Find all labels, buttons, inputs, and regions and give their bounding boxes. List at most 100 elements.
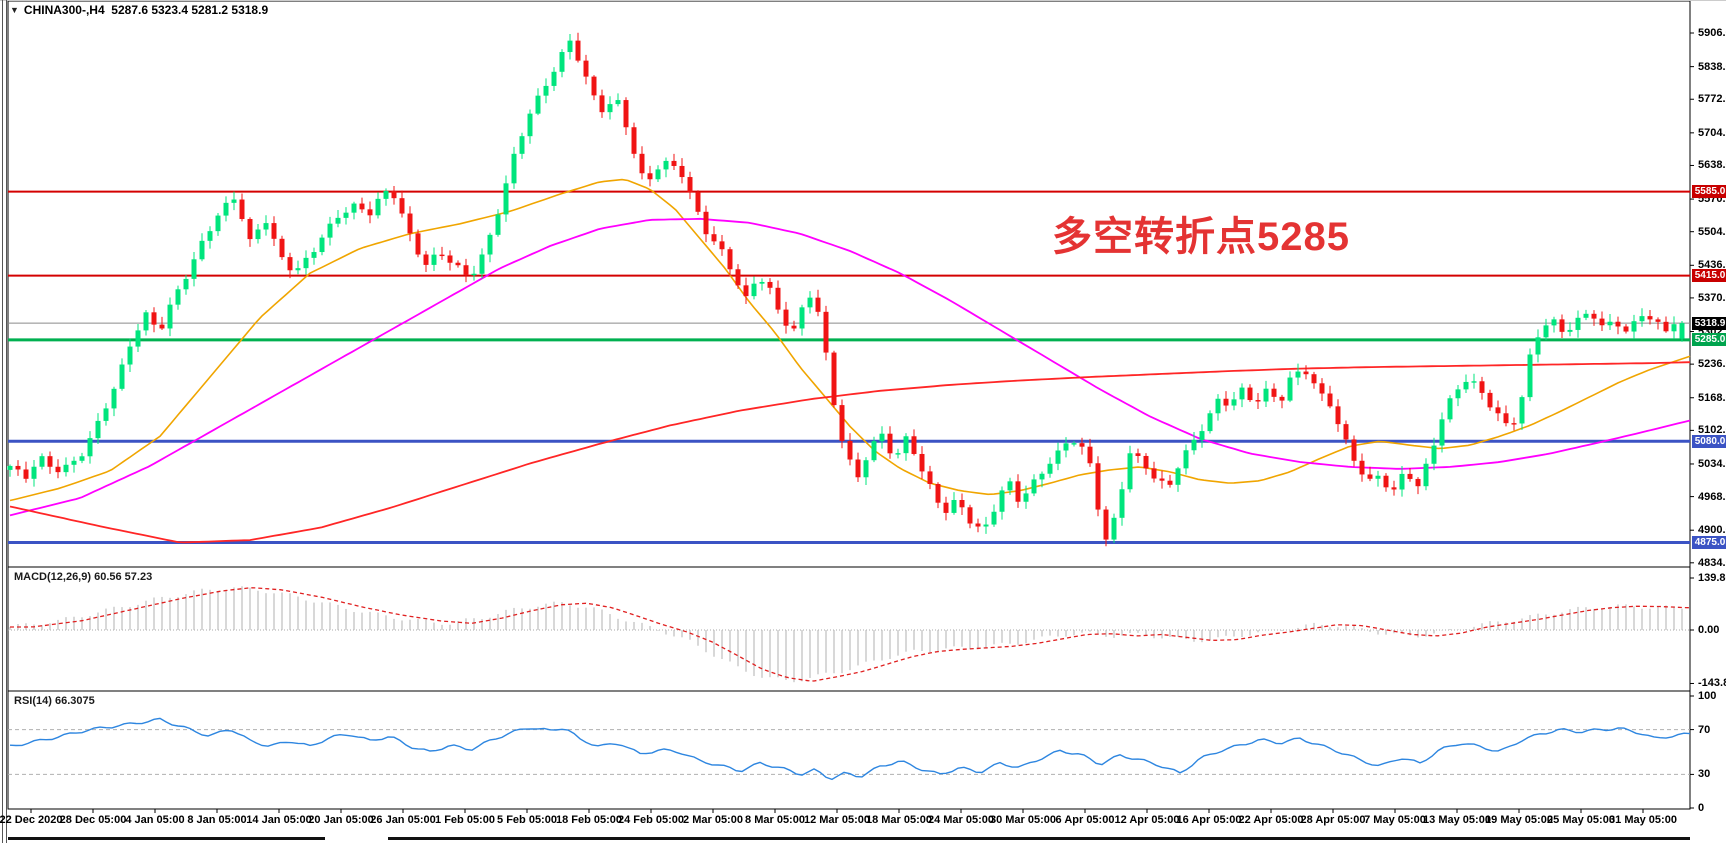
candle-body xyxy=(1111,517,1117,540)
symbol-dropdown-icon[interactable]: ▼ xyxy=(10,5,19,15)
symbol-period-label: CHINA300-,H4 xyxy=(23,3,105,17)
candle-body xyxy=(1015,481,1021,502)
candle-body xyxy=(231,199,237,203)
candle-body xyxy=(79,456,85,461)
candle-body xyxy=(295,268,301,271)
candle-body xyxy=(519,136,525,154)
main-chart-area[interactable] xyxy=(8,0,1690,567)
candle-body xyxy=(1455,389,1461,399)
price-axis-area[interactable] xyxy=(1690,0,1726,809)
candle-body xyxy=(919,453,925,472)
candle-body xyxy=(151,312,157,325)
candle-body xyxy=(183,278,189,290)
candle-body xyxy=(303,257,309,269)
candle-body xyxy=(1383,475,1389,488)
candle-body xyxy=(975,523,981,527)
price-tick-label: 5236.0 xyxy=(1698,358,1726,370)
time-label: 25 May 05:00 xyxy=(1547,814,1615,826)
rsi-value: 66.3075 xyxy=(54,695,95,707)
candle-body xyxy=(143,312,149,331)
price-badge-5080.0: 5080.0 xyxy=(1692,435,1726,448)
candle-body xyxy=(895,453,901,455)
candle-body xyxy=(783,309,789,326)
candle-body xyxy=(23,469,29,479)
candle-body xyxy=(583,60,589,77)
candle-body xyxy=(759,281,765,284)
macd-panel-area[interactable] xyxy=(8,567,1690,691)
candle-body xyxy=(1127,453,1133,490)
time-label: 31 May 05:00 xyxy=(1609,814,1677,826)
candle-body xyxy=(1007,481,1013,491)
candle-body xyxy=(887,433,893,454)
window-left-edge-line xyxy=(2,0,3,843)
candle-body xyxy=(967,507,973,524)
candle-body xyxy=(1679,323,1685,339)
candle-body xyxy=(423,254,429,265)
price-tick-label: 5168.0 xyxy=(1698,392,1726,404)
candle-body xyxy=(511,153,517,184)
candle-body xyxy=(871,441,877,461)
macd-tick-label: -143.82 xyxy=(1698,677,1726,689)
candle-body xyxy=(1143,455,1149,469)
candle-body xyxy=(127,346,133,365)
candle-body xyxy=(1167,480,1173,485)
macd-signal-line xyxy=(10,587,1691,682)
candle-body xyxy=(1279,396,1285,401)
candle-body xyxy=(1551,319,1557,326)
candle-body xyxy=(1431,445,1437,464)
candle-body xyxy=(991,511,997,525)
candle-body xyxy=(1063,443,1069,451)
time-label: 30 Mar 05:00 xyxy=(989,814,1057,826)
candle-body xyxy=(367,209,373,216)
candle-body xyxy=(167,304,173,329)
candle-body xyxy=(1255,400,1261,402)
candle-body xyxy=(1407,473,1413,479)
candle-body xyxy=(663,160,669,170)
candle-body xyxy=(1671,324,1677,332)
time-label: 2 Mar 05:00 xyxy=(683,814,743,826)
price-tick-label: 5034.0 xyxy=(1698,458,1726,470)
candle-body xyxy=(1375,475,1381,479)
candle-body xyxy=(879,433,885,442)
candle-body xyxy=(631,127,637,154)
rsi-tick-label: 70 xyxy=(1698,724,1711,736)
candle-body xyxy=(1471,381,1477,383)
time-label: 18 Mar 05:00 xyxy=(865,814,933,826)
candle-body xyxy=(575,40,581,61)
candle-body xyxy=(831,352,837,406)
candle-body xyxy=(1215,398,1221,414)
candle-body xyxy=(1631,321,1637,332)
candle-body xyxy=(263,223,269,230)
candle-body xyxy=(935,483,941,503)
time-label: 28 Dec 05:00 xyxy=(59,814,127,826)
candle-body xyxy=(1327,393,1333,407)
time-label: 13 May 05:00 xyxy=(1423,814,1491,826)
candle-body xyxy=(1271,388,1277,397)
candle-body xyxy=(591,76,597,96)
candle-body xyxy=(1311,374,1317,384)
candle-body xyxy=(1359,460,1365,475)
candle-body xyxy=(655,169,661,180)
candle-body xyxy=(1599,318,1605,326)
candle-body xyxy=(407,213,413,234)
rsi-panel-area[interactable] xyxy=(8,691,1690,809)
time-label: 8 Mar 05:00 xyxy=(745,814,805,826)
candle-body xyxy=(175,289,181,305)
time-label: 19 May 05:00 xyxy=(1485,814,1553,826)
candle-body xyxy=(1591,313,1597,319)
candle-body xyxy=(1607,321,1613,326)
candle-body xyxy=(1559,319,1565,332)
candle-body xyxy=(375,198,381,216)
time-label: 24 Feb 05:00 xyxy=(617,814,685,826)
candle-body xyxy=(1423,463,1429,487)
chart-title: ▼ CHINA300-,H4 5287.6 5323.4 5281.2 5318.… xyxy=(10,3,268,17)
candle-body xyxy=(15,465,21,470)
candle-body xyxy=(39,456,45,467)
candle-body xyxy=(1295,371,1301,378)
price-tick-label: 5102.0 xyxy=(1698,424,1726,436)
time-axis-area[interactable] xyxy=(8,809,1690,833)
horizontal-scrollbar[interactable] xyxy=(8,835,1690,843)
price-tick-label: 4968.0 xyxy=(1698,491,1726,503)
macd-tick-label: 139.86 xyxy=(1698,572,1726,584)
price-tick-label: 5436.0 xyxy=(1698,259,1726,271)
